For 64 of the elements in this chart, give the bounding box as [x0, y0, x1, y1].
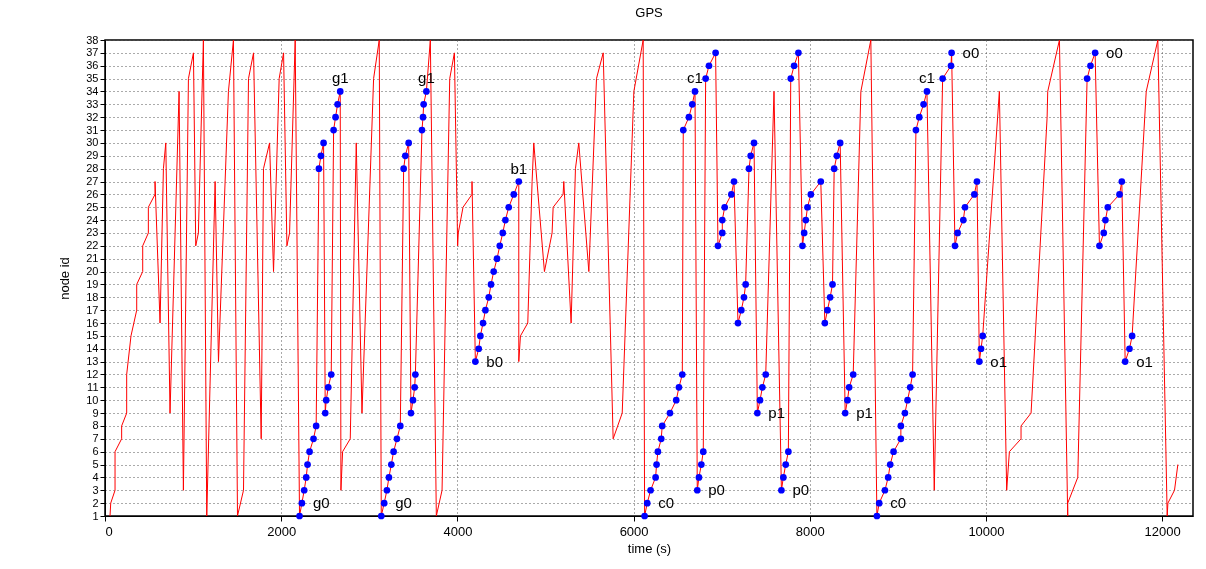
- y-tick-label: 4: [92, 470, 99, 483]
- y-tick-label: 2: [92, 496, 99, 509]
- annotation: o1: [1136, 352, 1153, 370]
- y-tick-label: 24: [86, 213, 99, 226]
- y-tick-label: 30: [86, 136, 99, 149]
- y-tick-label: 14: [86, 342, 99, 355]
- y-tick-label: 16: [86, 316, 99, 329]
- y-tick-label: 22: [86, 239, 99, 252]
- y-tick-label: 12: [86, 367, 99, 380]
- x-tick-label: 8000: [795, 523, 825, 539]
- annotation: c1: [919, 69, 935, 87]
- y-tick-label: 9: [92, 406, 99, 419]
- annotation: b1: [510, 159, 528, 177]
- annotation: c1: [687, 69, 703, 87]
- annotation: g0: [312, 494, 330, 512]
- x-tick-label: 10000: [968, 523, 1005, 539]
- y-tick-label: 3: [92, 483, 99, 496]
- y-tick-label: 20: [86, 265, 99, 278]
- y-tick-label: 33: [86, 97, 99, 110]
- annotation: g1: [331, 69, 349, 87]
- y-tick-label: 10: [86, 393, 99, 406]
- y-tick-label: 21: [86, 252, 99, 265]
- chart-title: GPS: [635, 5, 664, 20]
- y-tick-label: 27: [86, 175, 99, 188]
- y-tick-label: 25: [86, 200, 99, 213]
- x-tick-label: 4000: [443, 523, 473, 539]
- x-axis-title: time (s): [627, 540, 672, 556]
- y-tick-label: 7: [92, 432, 99, 445]
- annotation: g0: [395, 494, 412, 512]
- y-tick-label: 26: [86, 187, 99, 200]
- y-tick-label: 38: [86, 33, 99, 46]
- y-tick-label: 31: [86, 123, 99, 136]
- y-tick-label: 15: [86, 329, 99, 342]
- annotation: c0: [658, 494, 675, 512]
- y-tick-label: 32: [86, 110, 99, 123]
- y-tick-label: 11: [87, 380, 99, 393]
- annotation: o0: [962, 43, 980, 61]
- y-tick-label: 35: [86, 72, 99, 85]
- y-tick-label: 37: [86, 46, 99, 59]
- y-tick-label: 34: [86, 84, 99, 97]
- annotation: p0: [792, 481, 810, 499]
- y-tick-label: 5: [92, 458, 99, 471]
- annotation: p1: [768, 404, 786, 422]
- y-tick-label: 8: [92, 419, 99, 432]
- annotation: p0: [708, 481, 725, 499]
- y-tick-label: 17: [86, 303, 99, 316]
- x-tick-label: 2000: [267, 523, 297, 539]
- x-tick-label: 6000: [619, 523, 649, 539]
- x-tick-label: 12000: [1144, 523, 1181, 539]
- annotation: o0: [1106, 43, 1123, 61]
- y-tick-label: 6: [92, 445, 99, 458]
- y-tick-label: 36: [86, 59, 99, 72]
- y-tick-label: 18: [86, 290, 99, 303]
- annotation: b0: [486, 352, 504, 370]
- y-tick-label: 23: [86, 226, 99, 239]
- annotation: p1: [856, 404, 873, 422]
- y-tick-label: 28: [86, 162, 99, 175]
- y-tick-label: 1: [92, 509, 99, 522]
- y-tick-label: 19: [86, 277, 99, 290]
- annotation: c0: [890, 494, 907, 512]
- y-axis-title: node id: [57, 257, 73, 300]
- y-tick-label: 13: [86, 355, 99, 368]
- y-tick-label: 29: [86, 149, 99, 162]
- x-tick-label: 0: [105, 523, 113, 539]
